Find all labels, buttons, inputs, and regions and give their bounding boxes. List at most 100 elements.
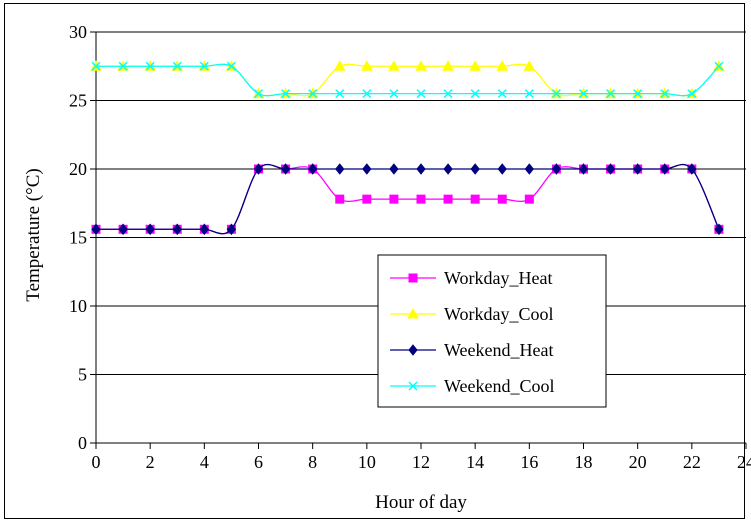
legend-swatch-marker	[408, 381, 418, 391]
legend-item-workday-heat: Workday_Heat	[390, 268, 553, 288]
y-tick-label: 0	[78, 433, 87, 453]
data-point	[660, 89, 670, 99]
data-point	[551, 89, 561, 99]
data-point	[172, 61, 182, 71]
data-point	[362, 194, 372, 204]
x-axis-title: Hour of day	[375, 492, 467, 513]
series-weekend-cool	[91, 61, 724, 99]
data-point	[280, 163, 291, 175]
x-tick-label: 12	[412, 452, 430, 472]
data-point	[714, 61, 724, 71]
data-point	[335, 194, 345, 204]
data-point	[333, 60, 346, 71]
legend-label: Weekend_Cool	[444, 376, 555, 396]
x-tick-label: 8	[308, 452, 317, 472]
data-point	[470, 194, 480, 204]
data-point	[199, 61, 209, 71]
y-tick-label: 30	[69, 22, 87, 42]
data-point	[524, 89, 534, 99]
legend-label: Weekend_Heat	[444, 340, 554, 360]
legend-label: Workday_Cool	[444, 304, 554, 324]
data-point	[389, 89, 399, 99]
data-point	[578, 163, 589, 175]
x-tick-label: 20	[629, 452, 647, 472]
data-point	[308, 89, 318, 99]
data-point	[253, 163, 264, 175]
y-tick-label: 20	[69, 159, 87, 179]
data-point	[226, 61, 236, 71]
data-point	[443, 89, 453, 99]
legend-swatch-marker	[408, 273, 418, 283]
data-point	[199, 223, 209, 236]
data-point	[605, 163, 616, 175]
series-workday-heat	[91, 163, 724, 235]
data-point	[362, 163, 372, 175]
data-point	[469, 60, 482, 71]
x-tick-label: 24	[737, 452, 751, 472]
data-point	[470, 163, 480, 175]
legend-swatch-marker	[408, 344, 418, 356]
data-point	[389, 194, 399, 204]
series-group	[90, 60, 725, 236]
x-tick-label: 6	[254, 452, 263, 472]
data-point	[226, 223, 237, 236]
data-point	[362, 89, 372, 99]
data-point	[606, 89, 616, 99]
data-point	[524, 163, 534, 175]
series-weekend-heat	[91, 163, 724, 236]
data-point	[416, 163, 426, 175]
data-point	[145, 61, 155, 71]
data-point	[91, 61, 101, 71]
data-point	[335, 89, 345, 99]
data-point	[687, 89, 697, 99]
x-tick-label: 14	[466, 452, 484, 472]
data-point	[578, 89, 589, 99]
data-point	[443, 163, 453, 175]
data-point	[308, 163, 318, 175]
data-point	[687, 163, 697, 175]
data-point	[172, 223, 182, 236]
legend-label: Workday_Heat	[444, 268, 553, 288]
legend-item-weekend-cool: Weekend_Cool	[390, 376, 555, 396]
x-tick-label: 2	[146, 452, 155, 472]
data-point	[360, 60, 373, 71]
data-point	[416, 194, 426, 204]
legend: Workday_Heat Workday_Cool Weekend_Heat Week…	[377, 254, 607, 408]
x-tick-label: 18	[575, 452, 593, 472]
data-point	[415, 60, 427, 71]
legend-item-workday-cool: Workday_Cool	[390, 304, 554, 324]
y-tick-label: 25	[69, 91, 87, 111]
series-line	[95, 63, 720, 97]
data-point	[470, 89, 480, 99]
series-line	[95, 63, 720, 97]
y-tick-label: 15	[69, 228, 87, 248]
x-tick-label: 16	[520, 452, 538, 472]
data-point	[523, 60, 536, 71]
data-point	[497, 163, 507, 175]
data-point	[633, 89, 643, 99]
data-point	[524, 194, 534, 204]
data-point	[633, 163, 643, 175]
data-point	[497, 194, 507, 204]
data-point	[253, 89, 264, 99]
data-point	[281, 89, 291, 99]
data-point	[496, 60, 509, 71]
data-point	[551, 163, 562, 175]
data-point	[416, 89, 426, 99]
y-axis-title: Temperature (°C)	[23, 168, 44, 301]
data-point	[389, 163, 399, 175]
data-point	[91, 223, 101, 236]
data-point	[443, 194, 453, 204]
data-point	[335, 163, 345, 175]
data-point	[497, 89, 507, 99]
x-tick-label: 10	[358, 452, 376, 472]
x-tick-label: 0	[92, 452, 101, 472]
data-point	[388, 60, 400, 71]
data-point	[118, 61, 128, 71]
x-tick-label: 22	[683, 452, 701, 472]
data-point	[442, 60, 454, 71]
chart-frame	[4, 3, 745, 519]
series-line	[95, 163, 720, 235]
